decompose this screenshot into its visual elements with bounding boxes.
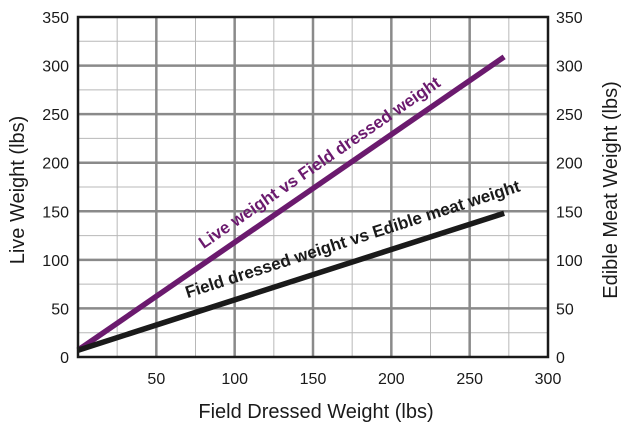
y2-tick-label: 300 <box>556 59 583 76</box>
y-tick-label: 250 <box>42 107 69 124</box>
y-tick-label: 50 <box>51 301 69 318</box>
x-tick-label: 100 <box>221 371 248 388</box>
x-tick-label: 150 <box>300 371 327 388</box>
y2-tick-label: 100 <box>556 253 583 270</box>
x-tick-label: 50 <box>147 371 165 388</box>
x-tick-label: 250 <box>456 371 483 388</box>
y2-tick-label: 200 <box>556 156 583 173</box>
y-tick-label: 350 <box>42 10 69 27</box>
y-tick-label: 300 <box>42 59 69 76</box>
tick-labels: 0 50 100 150 200 250 300 350 0 50 100 150 200 250 300 3… <box>42 10 583 388</box>
plot-frame <box>76 15 550 359</box>
y-axis-title: Live Weight (lbs) <box>7 116 29 265</box>
y2-tick-label: 0 <box>556 350 565 367</box>
y-tick-label: 0 <box>60 350 69 367</box>
y2-tick-label: 350 <box>556 10 583 27</box>
y2-tick-label: 50 <box>556 301 574 318</box>
y-tick-label: 100 <box>42 253 69 270</box>
series-line-1 <box>76 54 506 353</box>
y2-tick-label: 150 <box>556 204 583 221</box>
series-line-2 <box>77 210 505 353</box>
series-layer <box>76 54 506 353</box>
y2-tick-label: 250 <box>556 107 583 124</box>
y-tick-label: 150 <box>42 204 69 221</box>
x-axis-title: Field Dressed Weight (lbs) <box>198 401 433 423</box>
x-tick-label: 300 <box>535 371 562 388</box>
x-tick-label: 200 <box>378 371 405 388</box>
y2-axis-title: Edible Meat Weight (lbs) <box>600 81 622 299</box>
major-grid <box>78 17 548 357</box>
y-tick-label: 200 <box>42 156 69 173</box>
